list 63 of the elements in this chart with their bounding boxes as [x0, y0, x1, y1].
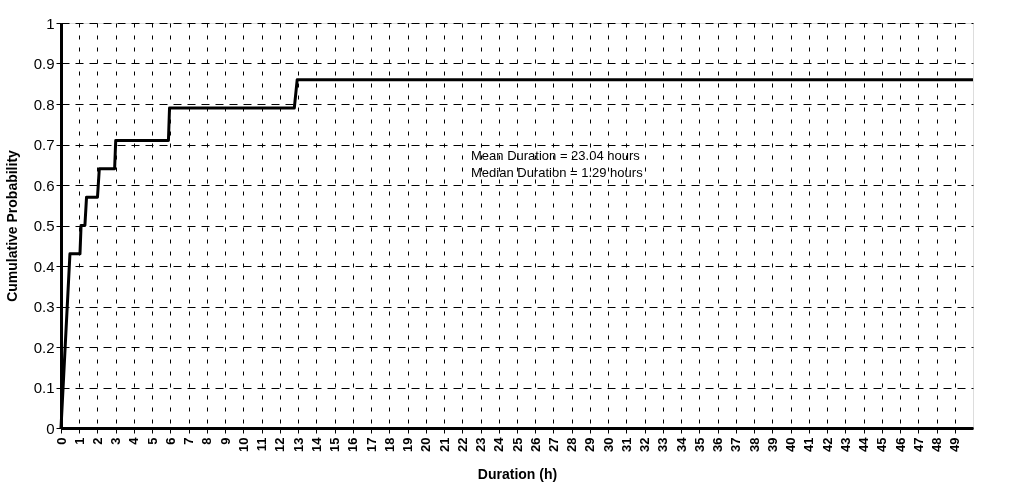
x-tick-label: 32: [637, 437, 653, 452]
x-tick-label: 42: [819, 437, 835, 452]
x-tick-label: 20: [418, 437, 434, 452]
x-tick-label: 49: [947, 437, 963, 452]
x-tick-label: 24: [491, 436, 507, 452]
x-tick-label: 34: [673, 436, 689, 452]
x-tick-label: 37: [728, 437, 744, 452]
x-tick-label: 44: [856, 436, 872, 452]
x-tick-label: 38: [746, 437, 762, 452]
y-tick-label: 0.1: [33, 379, 55, 396]
x-tick-label: 45: [874, 437, 890, 452]
x-tick-label: 18: [381, 437, 397, 452]
x-tick-label: 1: [71, 437, 87, 445]
y-tick-label: 0.8: [33, 95, 55, 113]
x-tick-label: 2: [89, 437, 105, 445]
x-tick-label: 14: [308, 436, 324, 452]
x-tick-label: 30: [600, 437, 616, 452]
y-tick-label: 0.3: [33, 298, 55, 315]
x-tick-label: 19: [400, 437, 416, 452]
x-tick-label: 5: [144, 437, 160, 445]
x-tick-label: 3: [108, 437, 124, 445]
x-tick-label: 28: [564, 437, 580, 452]
x-tick-label: 41: [801, 437, 817, 452]
x-tick-label: 36: [710, 437, 726, 452]
x-tick-label: 16: [345, 437, 361, 452]
y-tick-label: 0.6: [33, 176, 55, 194]
x-tick-label: 43: [837, 437, 853, 452]
x-tick-label: 47: [910, 437, 926, 452]
x-tick-label: 0: [53, 437, 69, 445]
x-tick-label: 13: [290, 437, 306, 452]
x-tick-label: 35: [691, 437, 707, 452]
x-tick-label: 26: [527, 437, 543, 452]
x-tick-label: 12: [272, 437, 288, 452]
x-tick-label: 48: [929, 437, 945, 452]
x-tick-label: 46: [892, 437, 908, 452]
x-tick-label: 7: [181, 437, 197, 445]
y-tick-label: 0.2: [33, 338, 55, 356]
y-tick-label: 0.7: [33, 136, 55, 153]
y-axis-title: Cumulative Probability: [3, 149, 20, 302]
x-tick-label: 6: [162, 437, 178, 445]
x-axis-title: Duration (h): [477, 465, 558, 482]
x-tick-label: 31: [618, 437, 634, 452]
x-tick-label: 22: [454, 437, 470, 452]
x-tick-label: 25: [509, 437, 525, 452]
x-tick-label: 27: [545, 437, 561, 452]
x-tick-label: 8: [199, 437, 215, 445]
x-tick-label: 10: [235, 437, 251, 452]
x-tick-label: 15: [327, 437, 343, 452]
y-tick-label: 0.4: [33, 257, 55, 275]
y-tick-label: 0.9: [33, 55, 55, 72]
x-tick-label: 11: [254, 437, 270, 452]
x-tick-label: 9: [217, 437, 233, 445]
x-tick-label: 39: [764, 437, 780, 452]
annotation: Median Duration = 1.29 hours: [471, 165, 644, 180]
x-tick-label: 4: [126, 436, 142, 445]
x-tick-label: 23: [473, 437, 489, 452]
y-tick-label: 1: [46, 14, 55, 32]
y-tick-label: 0.5: [33, 217, 55, 234]
x-tick-label: 29: [582, 437, 598, 452]
x-tick-label: 21: [436, 437, 452, 452]
x-tick-label: 40: [783, 437, 799, 452]
x-tick-label: 33: [655, 437, 671, 452]
x-tick-label: 17: [363, 437, 379, 452]
